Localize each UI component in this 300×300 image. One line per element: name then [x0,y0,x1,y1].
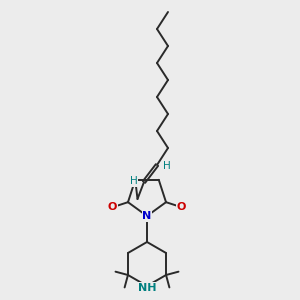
Text: H: H [163,161,171,171]
Text: O: O [177,202,186,212]
Text: H: H [130,176,138,186]
Text: O: O [108,202,117,212]
Text: N: N [142,211,152,221]
Text: NH: NH [138,283,156,293]
